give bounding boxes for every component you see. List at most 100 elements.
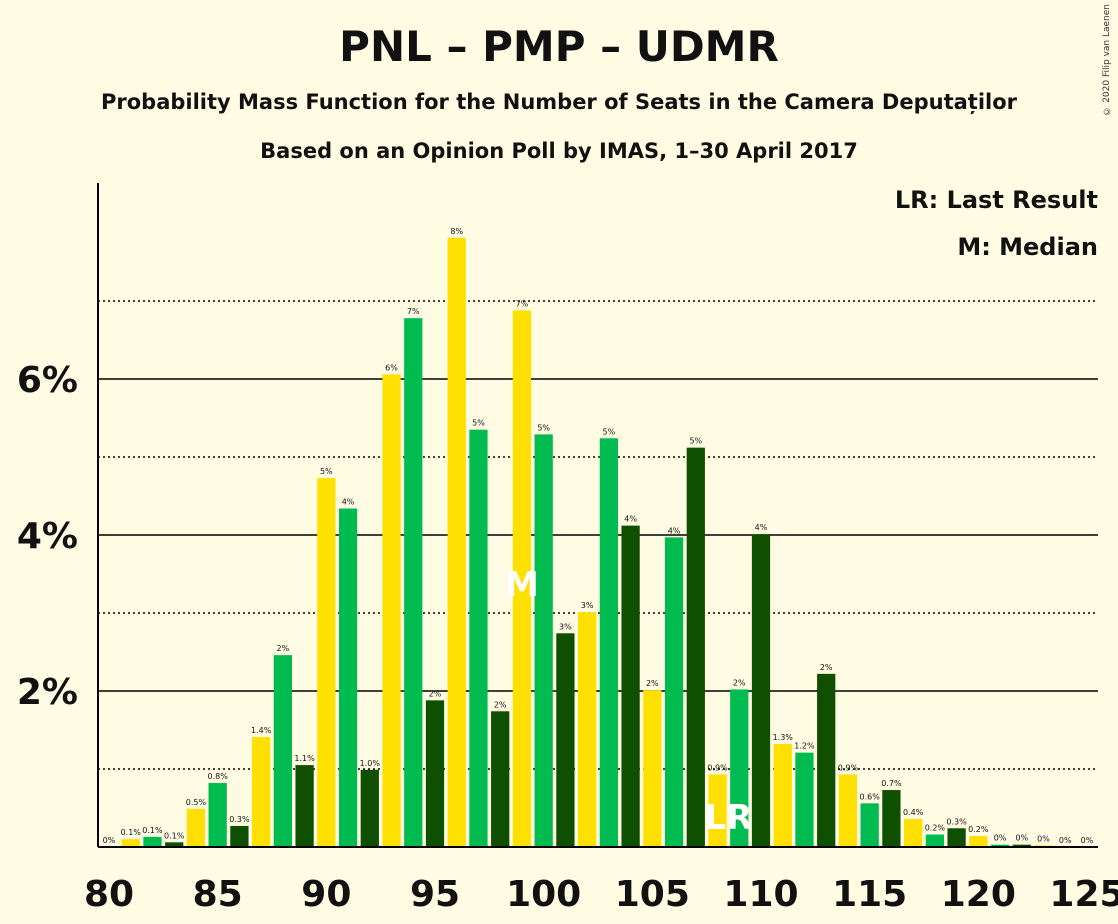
bar-value-label: 3%	[559, 622, 572, 631]
chart-subtitle-poll: Based on an Opinion Poll by IMAS, 1–30 A…	[260, 139, 858, 163]
chart-title: PNL – PMP – UDMR	[339, 22, 779, 71]
bar-seat-89	[295, 765, 314, 847]
bar-seat-87	[252, 737, 271, 847]
x-tick-label: 80	[84, 874, 134, 915]
bar-value-label: 0.5%	[186, 798, 207, 807]
bar-seat-116	[882, 790, 901, 847]
bar-value-label: 0.2%	[925, 824, 946, 833]
bar-value-label: 4%	[755, 523, 768, 532]
bar-value-label: 3%	[581, 601, 594, 610]
x-tick-label: 120	[941, 874, 1016, 915]
bar-seat-119	[947, 828, 966, 847]
bar-value-label: 0%	[1037, 834, 1050, 843]
bar-seat-85	[208, 783, 227, 847]
bar-seat-118	[925, 834, 944, 847]
bar-seat-99	[512, 310, 532, 847]
bar-value-label: 7%	[516, 299, 529, 308]
bar-seat-101	[556, 633, 575, 847]
bar-seat-110	[751, 534, 771, 847]
bar-seat-92	[360, 769, 379, 847]
bar-value-label: 6%	[385, 363, 398, 372]
bar-value-label: 0%	[103, 836, 116, 845]
bar-value-label: 4%	[342, 497, 355, 506]
bar-seat-106	[664, 537, 684, 847]
bar-value-label: 0.8%	[208, 772, 229, 781]
x-tick-label: 100	[506, 874, 581, 915]
bar-value-label: 0%	[994, 834, 1007, 843]
bar-seat-84	[186, 808, 206, 847]
bar-seat-95	[425, 700, 445, 847]
last-result-marker: LR	[704, 798, 752, 838]
bar-seat-103	[599, 438, 618, 847]
bar-seat-108	[708, 774, 727, 847]
bar-seat-86	[230, 825, 249, 847]
bar-seat-117	[904, 818, 923, 847]
legend-last-result: LR: Last Result	[894, 186, 1098, 214]
y-tick-label: 6%	[17, 360, 78, 401]
y-tick-label: 4%	[17, 516, 78, 557]
bar-seat-97	[469, 429, 488, 847]
bar-value-label: 5%	[320, 467, 333, 476]
bar-value-label: 4%	[624, 515, 637, 524]
median-marker: M	[505, 565, 539, 605]
bar-value-label: 1.3%	[773, 733, 794, 742]
bar-seat-104	[621, 525, 640, 847]
x-tick-label: 110	[723, 874, 798, 915]
bar-seat-120	[969, 836, 988, 847]
bar-seat-88	[273, 655, 292, 847]
bar-value-label: 5%	[537, 423, 550, 432]
bar-value-label: 2%	[646, 679, 659, 688]
bar-seat-90	[317, 478, 336, 847]
bar-seat-81	[121, 839, 140, 847]
bar-value-label: 2%	[277, 644, 290, 653]
bar-seat-83	[165, 842, 184, 847]
bar-value-label: 2%	[820, 663, 833, 672]
chart-subtitle: Probability Mass Function for the Number…	[100, 90, 1017, 114]
bar-value-label: 0.1%	[164, 831, 185, 840]
bar-seat-82	[143, 836, 162, 847]
bar-seat-115	[860, 803, 879, 847]
bar-value-label: 7%	[407, 307, 420, 316]
bar-seat-121	[990, 844, 1010, 847]
x-tick-label: 105	[615, 874, 690, 915]
bar-value-label: 0%	[1059, 836, 1072, 845]
bar-value-label: 2%	[494, 700, 507, 709]
bar-value-label: 2%	[733, 678, 746, 687]
bar-seat-91	[338, 508, 358, 847]
bar-seat-93	[382, 374, 401, 847]
bar-value-label: 0.9%	[838, 763, 859, 772]
x-tick-label: 85	[193, 874, 243, 915]
bar-value-label: 0.6%	[860, 792, 881, 801]
bar-value-label: 0.9%	[707, 763, 728, 772]
bar-value-label: 0.1%	[121, 828, 142, 837]
bar-value-label: 2%	[429, 689, 442, 698]
bar-seat-114	[838, 774, 858, 847]
bar-value-label: 0.3%	[946, 817, 967, 826]
x-tick-label: 95	[410, 874, 460, 915]
bar-value-label: 1.2%	[794, 742, 815, 751]
bar-value-label: 1.1%	[294, 754, 315, 763]
bar-value-label: 0.4%	[903, 808, 924, 817]
bar-value-label: 0.2%	[968, 825, 989, 834]
bar-value-label: 0.7%	[881, 779, 902, 788]
bar-value-label: 0.3%	[229, 815, 250, 824]
bar-value-label: 1.0%	[360, 759, 381, 768]
bar-value-label: 4%	[668, 526, 681, 535]
bar-value-label: 0.1%	[142, 826, 163, 835]
bar-seat-107	[686, 447, 705, 847]
bar-seat-105	[643, 690, 662, 847]
bar-seat-109	[730, 689, 749, 847]
bar-value-label: 0%	[1081, 836, 1094, 845]
bar-value-label: 5%	[472, 419, 485, 428]
bar-value-label: 5%	[603, 427, 616, 436]
bar-seat-102	[578, 612, 597, 847]
bar-value-label: 1.4%	[251, 726, 272, 735]
y-tick-label: 2%	[17, 672, 78, 713]
x-tick-label: 125	[1049, 874, 1118, 915]
bar-seat-122	[1012, 844, 1031, 847]
legend-median: M: Median	[957, 233, 1098, 261]
bar-seat-112	[795, 752, 814, 847]
bar-value-label: 8%	[450, 227, 463, 236]
bar-seat-94	[404, 318, 423, 847]
bar-seat-113	[817, 673, 836, 847]
